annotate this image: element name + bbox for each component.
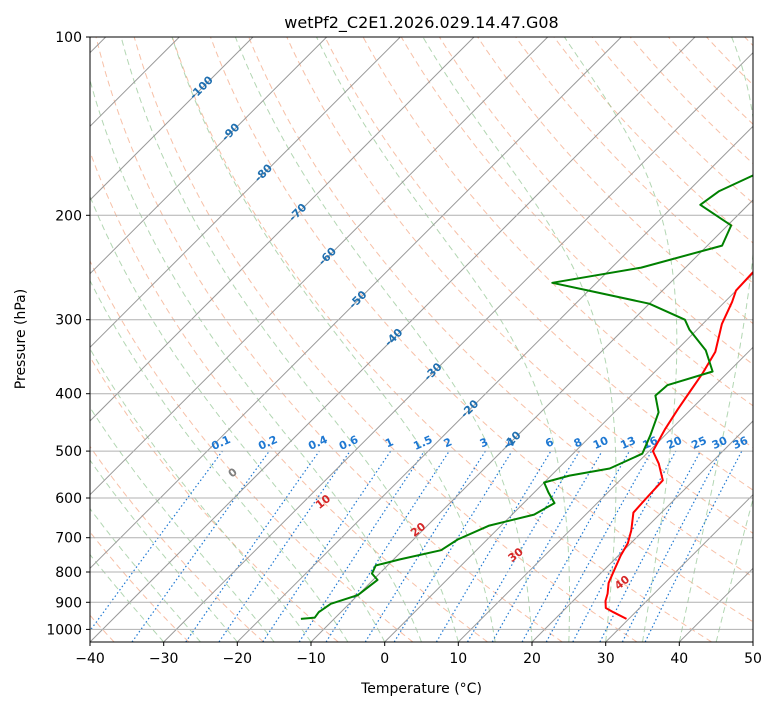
dry-adiabat [90, 150, 488, 642]
dry-adiabat [400, 37, 753, 407]
x-tick-label: 10 [449, 651, 467, 667]
isotherm-line [310, 199, 753, 642]
mixing-ratio-line [545, 450, 653, 642]
y-tick-label: 500 [55, 444, 82, 460]
plot-frame [89, 36, 754, 643]
moist-adiabat [90, 406, 275, 642]
isotherm-line [90, 37, 549, 496]
isotherm-line [605, 493, 753, 642]
isotherm-line [90, 37, 254, 201]
x-tick-label: 30 [597, 651, 615, 667]
mixing-ratio-label: 25 [689, 434, 708, 452]
y-axis-title: Pressure (hPa) [13, 289, 29, 389]
dry-adiabat [286, 37, 753, 534]
x-axis-title: Temperature (°C) [360, 681, 482, 697]
y-tick-label: 200 [55, 208, 82, 224]
y-tick-label: 900 [55, 595, 82, 611]
isotherm-line [531, 420, 753, 642]
moist-adiabats [90, 37, 753, 642]
mixing-ratio-line [393, 450, 513, 642]
isotherm-line [90, 37, 475, 422]
moist-adiabat [120, 37, 459, 642]
profile-series [300, 174, 753, 620]
mixing-ratio-lines [90, 450, 743, 642]
dry-adiabat [438, 37, 753, 366]
isotherm-line [236, 125, 753, 642]
moist-adiabat [90, 78, 422, 642]
mixing-ratio-line [90, 450, 223, 632]
mixing-ratio-label: 13 [618, 434, 637, 452]
x-axis: −40 −30 −20 −10 0 10 20 30 40 50 [75, 642, 762, 667]
isotherm-line [163, 51, 753, 642]
isotherm-line [90, 37, 401, 349]
x-tick-label: −20 [223, 651, 253, 667]
dry-adiabat [248, 37, 753, 578]
temperature-line [604, 270, 753, 620]
mixing-ratio-label: 20 [665, 434, 685, 452]
x-tick-label: 20 [523, 651, 541, 667]
mixing-ratio-line [521, 450, 631, 642]
dry-adiabat [95, 37, 563, 642]
moist-adiabat [715, 497, 753, 642]
y-tick-label: 700 [55, 531, 82, 547]
x-tick-label: −30 [149, 651, 179, 667]
mixing-ratio-line [131, 450, 270, 642]
mixing-ratio-line [185, 450, 320, 642]
y-tick-label: 600 [55, 491, 82, 507]
x-tick-label: 0 [380, 651, 389, 667]
dry-adiabat [362, 37, 753, 449]
x-tick-label: −10 [296, 651, 326, 667]
mixing-ratio-line [644, 450, 743, 642]
y-tick-label: 100 [55, 30, 82, 46]
isotherm-line [457, 346, 753, 642]
y-tick-label: 800 [55, 565, 82, 581]
dry-adiabat [90, 356, 339, 642]
x-tick-label: 50 [744, 651, 762, 667]
isotherm-line [384, 272, 753, 642]
dry-adiabat [171, 37, 712, 642]
isotherm-line [90, 37, 696, 642]
y-axis: 100 200 300 400 500 600 700 800 900 1000 [46, 30, 90, 638]
mixing-ratio-line [325, 450, 450, 642]
chart-title: wetPf2_C2E1.2026.029.14.47.G08 [284, 13, 558, 33]
y-tick-label: 1000 [46, 622, 82, 638]
moist-adiabat [90, 459, 238, 642]
moist-adiabat [171, 37, 496, 642]
dry-adiabat [324, 37, 753, 491]
moist-adiabat [678, 37, 753, 642]
mixing-ratio-label: 36 [731, 434, 751, 452]
moist-adiabat [90, 279, 349, 642]
moist-adiabat [90, 195, 386, 642]
mixing-ratio-line [218, 450, 351, 642]
isotherm-line [90, 37, 328, 275]
x-tick-label: −40 [75, 651, 105, 667]
mixing-ratio-line [572, 450, 677, 642]
isotherm-line [90, 37, 622, 570]
y-tick-label: 400 [55, 387, 82, 403]
y-tick-label: 300 [55, 313, 82, 329]
dry-adiabat [133, 37, 638, 642]
pressure-gridlines [90, 37, 753, 630]
isotherms [90, 37, 753, 642]
mixing-ratio-label: 10 [591, 434, 611, 452]
dewpoint-line [300, 174, 753, 620]
moist-adiabat [234, 37, 533, 642]
moist-adiabat [563, 37, 678, 642]
mixing-ratio-line [262, 450, 392, 642]
dry-adiabat [209, 37, 753, 623]
x-tick-label: 40 [670, 651, 688, 667]
dry-adiabat [90, 445, 264, 642]
mixing-ratio-label: 30 [710, 434, 730, 452]
